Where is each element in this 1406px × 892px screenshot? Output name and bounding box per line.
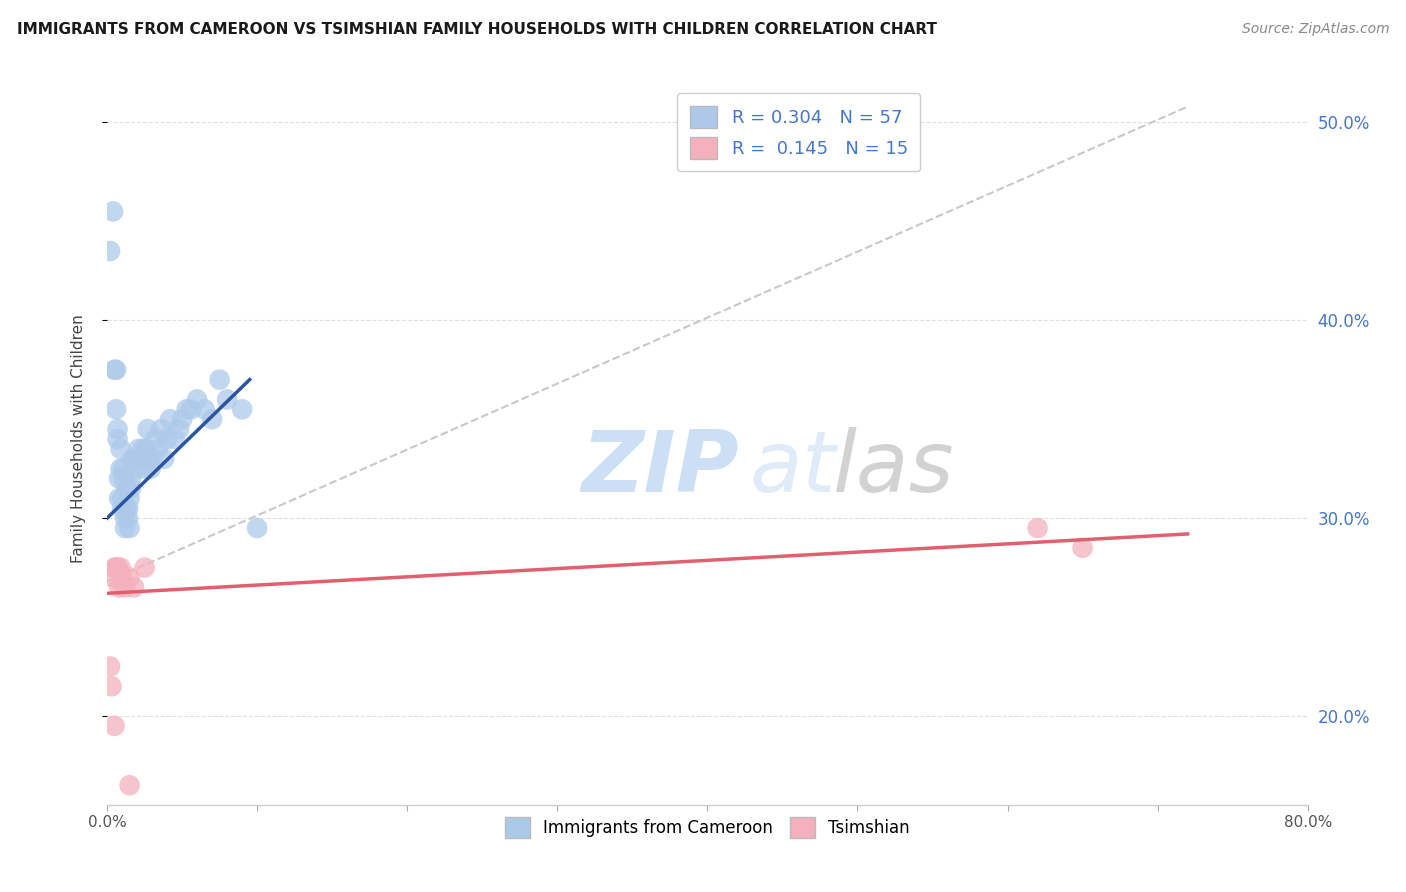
Point [139, 461, 162, 475]
Point [120, 482, 142, 496]
Text: las: las [834, 426, 955, 509]
Point [103, 363, 125, 377]
Text: at: at [749, 426, 837, 509]
Point [117, 511, 139, 525]
Point [1071, 541, 1094, 555]
Point [110, 461, 132, 475]
Point [201, 412, 224, 426]
Point [98, 244, 121, 258]
Point [122, 580, 145, 594]
Point [98, 659, 121, 673]
Point [134, 461, 156, 475]
Point [208, 373, 231, 387]
Point [136, 422, 159, 436]
Point [107, 560, 129, 574]
Point [186, 392, 208, 407]
Point [132, 442, 155, 456]
Point [131, 451, 153, 466]
Text: ZIP: ZIP [581, 426, 740, 509]
Point [103, 719, 125, 733]
Point [156, 432, 179, 446]
Point [118, 778, 141, 792]
Point [105, 363, 128, 377]
Point [101, 570, 124, 584]
Point [112, 461, 135, 475]
Point [114, 580, 136, 594]
Point [103, 560, 125, 574]
Point [118, 570, 141, 584]
Point [180, 402, 202, 417]
Point [141, 451, 163, 466]
Point [105, 560, 128, 574]
Point [194, 402, 217, 417]
Point [217, 392, 239, 407]
Point [108, 472, 131, 486]
Point [107, 432, 129, 446]
Point [114, 511, 136, 525]
Point [172, 412, 194, 426]
Point [108, 491, 131, 506]
Point [122, 451, 145, 466]
Point [124, 461, 146, 475]
Point [146, 442, 169, 456]
Point [143, 432, 166, 446]
Point [111, 501, 134, 516]
Point [110, 442, 132, 456]
Point [121, 451, 143, 466]
Text: Source: ZipAtlas.com: Source: ZipAtlas.com [1241, 22, 1389, 37]
Point [107, 422, 129, 436]
Point [138, 451, 160, 466]
Point [1026, 521, 1049, 535]
Point [111, 491, 134, 506]
Point [114, 521, 136, 535]
Point [118, 521, 141, 535]
Point [112, 472, 135, 486]
Point [128, 442, 150, 456]
Point [163, 432, 186, 446]
Point [246, 521, 269, 535]
Point [167, 422, 190, 436]
Point [100, 679, 122, 693]
Point [129, 451, 152, 466]
Point [231, 402, 253, 417]
Point [108, 580, 131, 594]
Point [115, 482, 138, 496]
Point [127, 451, 149, 466]
Point [110, 560, 132, 574]
Point [159, 412, 181, 426]
Point [120, 472, 142, 486]
Y-axis label: Family Households with Children: Family Households with Children [72, 315, 86, 564]
Text: IMMIGRANTS FROM CAMEROON VS TSIMSHIAN FAMILY HOUSEHOLDS WITH CHILDREN CORRELATIO: IMMIGRANTS FROM CAMEROON VS TSIMSHIAN FA… [17, 22, 936, 37]
Point [176, 402, 198, 417]
Legend: Immigrants from Cameroon, Tsimshian: Immigrants from Cameroon, Tsimshian [498, 811, 917, 844]
Point [135, 442, 157, 456]
Point [111, 570, 134, 584]
Point [150, 422, 173, 436]
Point [117, 501, 139, 516]
Point [101, 204, 124, 219]
Point [153, 451, 176, 466]
Point [118, 491, 141, 506]
Point [134, 560, 156, 574]
Point [115, 501, 138, 516]
Point [105, 402, 128, 417]
